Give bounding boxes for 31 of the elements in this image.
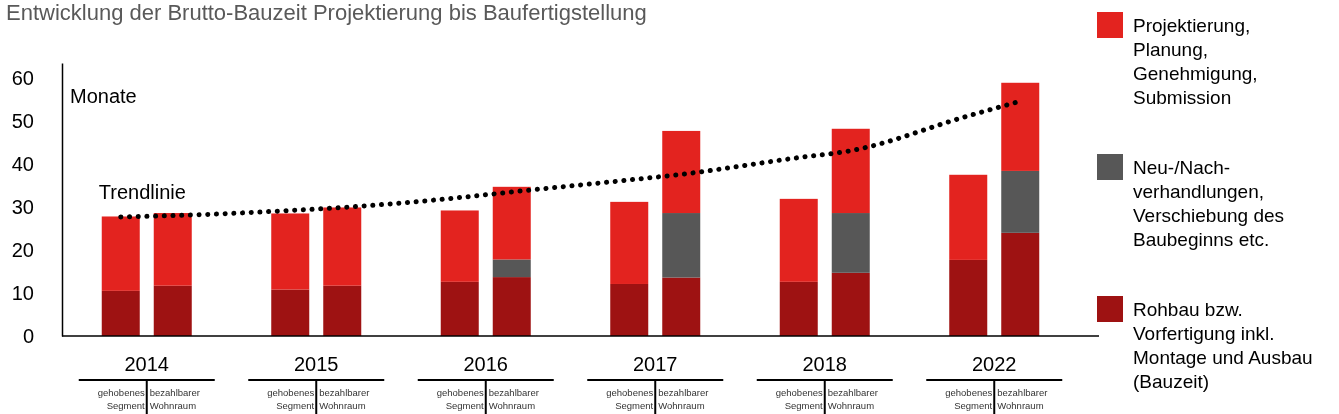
x-tick-label: gehobenes Segment (97, 387, 146, 411)
x-tick-label: gehobenes Segment (775, 387, 824, 411)
x-tick-label: gehobenes Segment (267, 387, 315, 411)
x-tick-label: bezahlbarer Wohnraum (149, 387, 200, 411)
legend-label: Projektierung, Planung, Genehmigung, Submission (1133, 15, 1258, 108)
legend-label: Neu-/Nach-verhandlungen, Verschiebung des Baubeginns etc. (1133, 157, 1285, 250)
text: 2016 (463, 353, 508, 375)
y-tick-label: 60 (11, 66, 34, 89)
x-tick-label: bezahlbarer Wohnraum (827, 387, 878, 411)
y-tick-label: 0 (22, 324, 34, 347)
x-tick-label: gehobenes Segment (945, 387, 993, 411)
x-tick-label: bezahlbarer Wohnraum (319, 387, 370, 411)
text: 2014 (124, 353, 169, 375)
y-tick-label: 30 (11, 195, 34, 218)
y-tick-label: 10 (11, 281, 34, 304)
x-tick-label: gehobenes Segment (606, 387, 654, 411)
y-tick-label: 40 (11, 152, 34, 175)
x-tick-label: bezahlbarer Wohnraum (997, 387, 1048, 411)
y-axis-title: Monate (70, 85, 137, 107)
text: 2017 (633, 353, 678, 375)
legend-label: Rohbau bzw. Vorfertigung inkl. Montage und Ausbau (Bauzeit) (1133, 299, 1313, 392)
x-tick-label: gehobenes Segment (436, 387, 485, 411)
y-tick-label: 50 (11, 109, 34, 132)
x-tick-label: bezahlbarer Wohnraum (658, 387, 709, 411)
x-tick-label: bezahlbarer Wohnraum (488, 387, 539, 411)
y-tick-label: 20 (11, 238, 34, 261)
text: 2022 (972, 353, 1017, 375)
series-label: Trendlinie (98, 180, 186, 203)
text: 2018 (802, 353, 847, 375)
chart-title: Entwicklung der Brutto-Bauzeit Projektierung bis Baufertigstellung (6, 0, 647, 25)
text: 2015 (294, 353, 339, 375)
